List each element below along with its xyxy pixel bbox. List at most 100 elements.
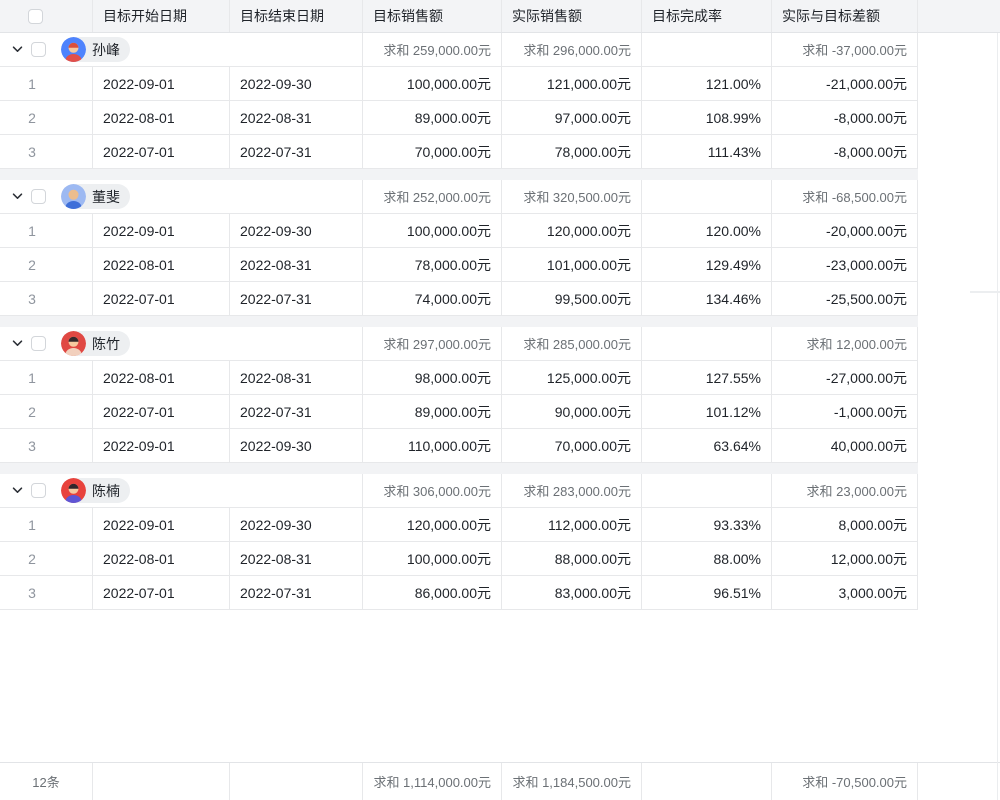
cell-start-date[interactable]: 2022-09-01 — [93, 67, 230, 100]
group-sum-target[interactable]: 求和 259,000.00元 — [363, 33, 502, 66]
group-header-row[interactable]: 陈竹 求和 297,000.00元 求和 285,000.00元 求和 12,0… — [0, 327, 918, 361]
row-index[interactable]: 3 — [0, 429, 93, 462]
cell-actual-sales[interactable]: 78,000.00元 — [502, 135, 642, 168]
cell-target-sales[interactable]: 78,000.00元 — [363, 248, 502, 281]
cell-actual-sales[interactable]: 112,000.00元 — [502, 508, 642, 541]
cell-completion-rate[interactable]: 108.99% — [642, 101, 772, 134]
cell-completion-rate[interactable]: 121.00% — [642, 67, 772, 100]
row-index[interactable]: 1 — [0, 214, 93, 247]
cell-completion-rate[interactable]: 96.51% — [642, 576, 772, 609]
footer-sum-target[interactable]: 求和 1,114,000.00元 — [363, 763, 502, 800]
cell-target-sales[interactable]: 100,000.00元 — [363, 542, 502, 575]
cell-end-date[interactable]: 2022-09-30 — [230, 429, 363, 462]
group-sum-target[interactable]: 求和 306,000.00元 — [363, 474, 502, 507]
cell-end-date[interactable]: 2022-08-31 — [230, 101, 363, 134]
cell-target-sales[interactable]: 120,000.00元 — [363, 508, 502, 541]
row-index[interactable]: 2 — [0, 248, 93, 281]
cell-start-date[interactable]: 2022-09-01 — [93, 429, 230, 462]
cell-target-sales[interactable]: 110,000.00元 — [363, 429, 502, 462]
group-sum-diff[interactable]: 求和 12,000.00元 — [772, 327, 918, 360]
cell-target-diff[interactable]: -8,000.00元 — [772, 101, 918, 134]
cell-target-sales[interactable]: 70,000.00元 — [363, 135, 502, 168]
col-header-target-end-date[interactable]: 目标结束日期 — [230, 0, 363, 32]
cell-actual-sales[interactable]: 70,000.00元 — [502, 429, 642, 462]
cell-completion-rate[interactable]: 134.46% — [642, 282, 772, 315]
cell-target-diff[interactable]: -1,000.00元 — [772, 395, 918, 428]
cell-target-sales[interactable]: 100,000.00元 — [363, 214, 502, 247]
cell-completion-rate[interactable]: 127.55% — [642, 361, 772, 394]
cell-completion-rate[interactable]: 63.64% — [642, 429, 772, 462]
cell-start-date[interactable]: 2022-07-01 — [93, 135, 230, 168]
cell-start-date[interactable]: 2022-07-01 — [93, 395, 230, 428]
cell-end-date[interactable]: 2022-09-30 — [230, 214, 363, 247]
group-checkbox[interactable] — [31, 483, 46, 498]
cell-actual-sales[interactable]: 120,000.00元 — [502, 214, 642, 247]
cell-target-diff[interactable]: -25,500.00元 — [772, 282, 918, 315]
cell-target-sales[interactable]: 89,000.00元 — [363, 395, 502, 428]
row-index[interactable]: 3 — [0, 135, 93, 168]
cell-target-sales[interactable]: 74,000.00元 — [363, 282, 502, 315]
cell-target-diff[interactable]: 40,000.00元 — [772, 429, 918, 462]
cell-start-date[interactable]: 2022-09-01 — [93, 508, 230, 541]
cell-start-date[interactable]: 2022-09-01 — [93, 214, 230, 247]
col-header-target-start-date[interactable]: 目标开始日期 — [93, 0, 230, 32]
group-checkbox[interactable] — [31, 42, 46, 57]
col-header-target-sales[interactable]: 目标销售额 — [363, 0, 502, 32]
row-index[interactable]: 2 — [0, 395, 93, 428]
row-index[interactable]: 2 — [0, 101, 93, 134]
group-sum-target[interactable]: 求和 252,000.00元 — [363, 180, 502, 213]
cell-end-date[interactable]: 2022-07-31 — [230, 576, 363, 609]
cell-completion-rate[interactable]: 111.43% — [642, 135, 772, 168]
cell-end-date[interactable]: 2022-08-31 — [230, 248, 363, 281]
row-index[interactable]: 2 — [0, 542, 93, 575]
group-header-row[interactable]: 陈楠 求和 306,000.00元 求和 283,000.00元 求和 23,0… — [0, 474, 918, 508]
row-index[interactable]: 3 — [0, 282, 93, 315]
chevron-down-icon[interactable] — [11, 190, 24, 203]
cell-end-date[interactable]: 2022-09-30 — [230, 508, 363, 541]
cell-actual-sales[interactable]: 99,500.00元 — [502, 282, 642, 315]
cell-target-diff[interactable]: 3,000.00元 — [772, 576, 918, 609]
cell-actual-sales[interactable]: 88,000.00元 — [502, 542, 642, 575]
group-sum-actual[interactable]: 求和 296,000.00元 — [502, 33, 642, 66]
footer-sum-actual[interactable]: 求和 1,184,500.00元 — [502, 763, 642, 800]
group-header-row[interactable]: 董斐 求和 252,000.00元 求和 320,500.00元 求和 -68,… — [0, 180, 918, 214]
footer-sum-diff[interactable]: 求和 -70,500.00元 — [772, 763, 918, 800]
cell-start-date[interactable]: 2022-08-01 — [93, 542, 230, 575]
cell-actual-sales[interactable]: 125,000.00元 — [502, 361, 642, 394]
row-index[interactable]: 1 — [0, 508, 93, 541]
group-sum-actual[interactable]: 求和 285,000.00元 — [502, 327, 642, 360]
cell-completion-rate[interactable]: 93.33% — [642, 508, 772, 541]
cell-start-date[interactable]: 2022-07-01 — [93, 576, 230, 609]
cell-target-sales[interactable]: 89,000.00元 — [363, 101, 502, 134]
cell-actual-sales[interactable]: 97,000.00元 — [502, 101, 642, 134]
group-sum-diff[interactable]: 求和 -37,000.00元 — [772, 33, 918, 66]
cell-end-date[interactable]: 2022-09-30 — [230, 67, 363, 100]
col-header-target-diff[interactable]: 实际与目标差额 — [772, 0, 918, 32]
group-checkbox[interactable] — [31, 189, 46, 204]
cell-start-date[interactable]: 2022-08-01 — [93, 248, 230, 281]
cell-target-diff[interactable]: 12,000.00元 — [772, 542, 918, 575]
cell-actual-sales[interactable]: 83,000.00元 — [502, 576, 642, 609]
cell-target-diff[interactable]: 8,000.00元 — [772, 508, 918, 541]
cell-target-diff[interactable]: -23,000.00元 — [772, 248, 918, 281]
cell-end-date[interactable]: 2022-07-31 — [230, 282, 363, 315]
cell-completion-rate[interactable]: 129.49% — [642, 248, 772, 281]
col-header-completion-rate[interactable]: 目标完成率 — [642, 0, 772, 32]
cell-completion-rate[interactable]: 120.00% — [642, 214, 772, 247]
cell-target-diff[interactable]: -8,000.00元 — [772, 135, 918, 168]
row-index[interactable]: 1 — [0, 67, 93, 100]
cell-actual-sales[interactable]: 90,000.00元 — [502, 395, 642, 428]
chevron-down-icon[interactable] — [11, 484, 24, 497]
cell-completion-rate[interactable]: 88.00% — [642, 542, 772, 575]
row-index[interactable]: 1 — [0, 361, 93, 394]
group-sum-diff[interactable]: 求和 -68,500.00元 — [772, 180, 918, 213]
row-index[interactable]: 3 — [0, 576, 93, 609]
cell-end-date[interactable]: 2022-07-31 — [230, 135, 363, 168]
group-sum-target[interactable]: 求和 297,000.00元 — [363, 327, 502, 360]
cell-end-date[interactable]: 2022-08-31 — [230, 542, 363, 575]
cell-actual-sales[interactable]: 101,000.00元 — [502, 248, 642, 281]
group-checkbox[interactable] — [31, 336, 46, 351]
group-sum-actual[interactable]: 求和 283,000.00元 — [502, 474, 642, 507]
col-header-actual-sales[interactable]: 实际销售额 — [502, 0, 642, 32]
chevron-down-icon[interactable] — [11, 43, 24, 56]
